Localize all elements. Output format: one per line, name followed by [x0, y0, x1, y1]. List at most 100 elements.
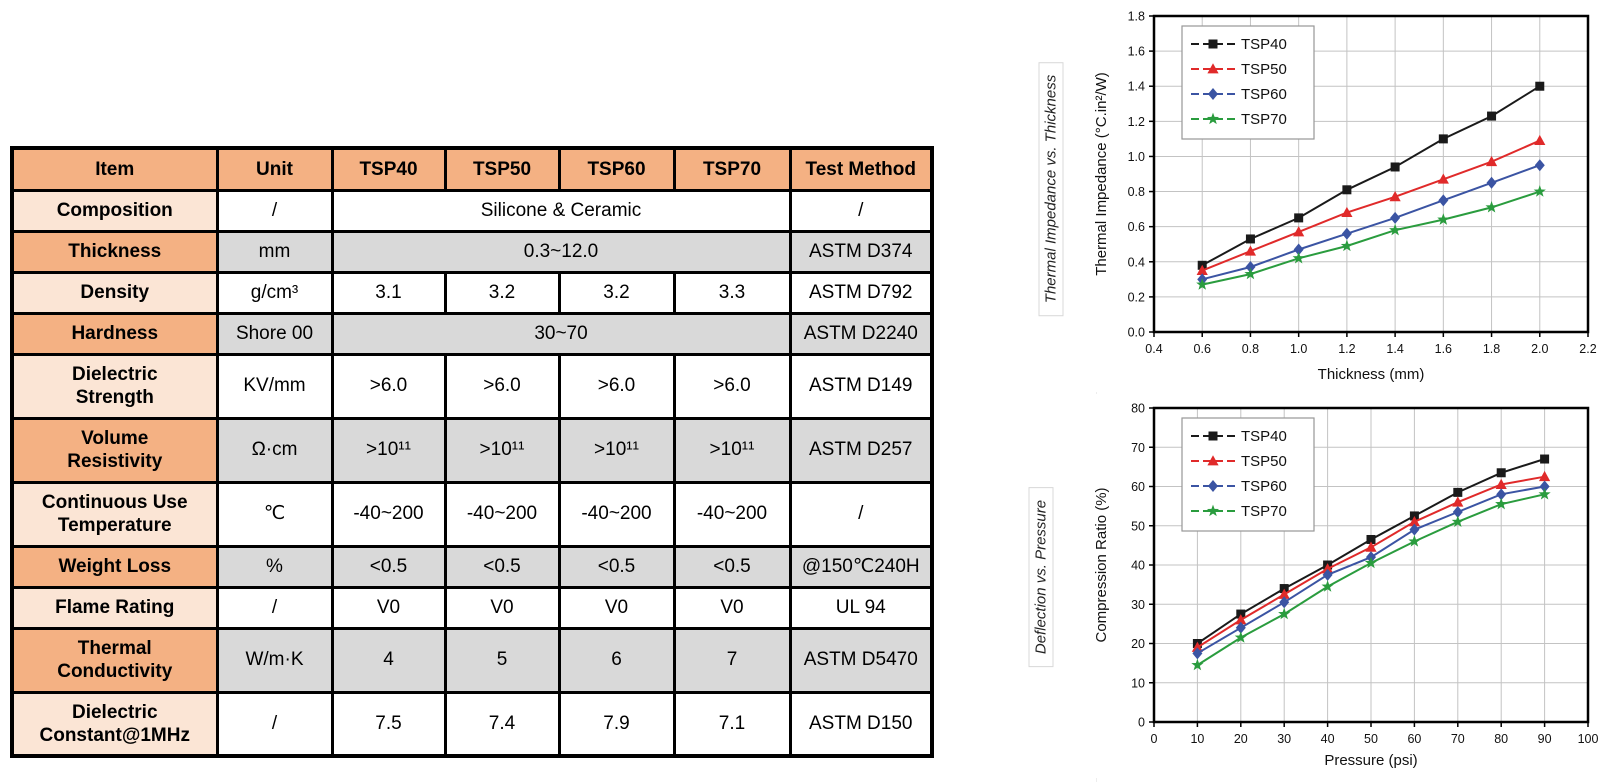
value-cell: 7 — [672, 626, 792, 694]
value-cell: <0.5 — [672, 544, 792, 589]
item-cell: Composition — [10, 188, 219, 233]
series-marker-TSP70 — [1191, 658, 1204, 671]
legend-label-TSP60: TSP60 — [1241, 478, 1287, 495]
side-caption-text: Thermal Impedance vs. Thickness — [1042, 74, 1060, 304]
value-cell: -40~200 — [557, 480, 676, 548]
value-cell: 5 — [443, 626, 561, 694]
unit-cell: mm — [215, 229, 334, 274]
series-marker-TSP70 — [1538, 487, 1551, 500]
series-marker-TSP40 — [1453, 487, 1463, 497]
value-cell: 6 — [557, 626, 676, 694]
x-tick-label: 0 — [1151, 732, 1158, 746]
y-tick-label: 1.4 — [1128, 80, 1145, 94]
series-marker-TSP70 — [1408, 535, 1421, 547]
x-tick-label: 1.4 — [1386, 342, 1403, 356]
y-tick-label: 30 — [1131, 598, 1145, 612]
legend-marker-TSP70 — [1206, 112, 1220, 125]
item-cell: Flame Rating — [10, 585, 219, 630]
x-tick-label: 80 — [1494, 732, 1508, 746]
series-marker-TSP70 — [1244, 267, 1257, 280]
value-cell: 3.1 — [330, 270, 447, 315]
series-marker-TSP60 — [1235, 621, 1246, 634]
unit-cell: W/m·K — [215, 626, 334, 694]
table-row: Dielectric Strength KV/mm >6.0 >6.0 >6.0 >6.0… — [10, 352, 934, 420]
series-marker-TSP70 — [1234, 631, 1247, 643]
table-row: Dielectric Constant@1MHz/7.5 7.4 7.9 7.1 AST… — [10, 690, 934, 758]
column-header-unit: Unit — [215, 146, 334, 192]
value-cell: V0 — [443, 585, 561, 630]
y-tick-label: 0.0 — [1128, 326, 1145, 340]
legend-label-TSP40: TSP40 — [1241, 428, 1287, 445]
series-marker-TSP60 — [1539, 480, 1550, 493]
series-marker-TSP60 — [1390, 211, 1401, 224]
series-marker-TSP50 — [1437, 173, 1449, 184]
value-cell: -40~200 — [330, 480, 447, 548]
x-tick-label: 2.2 — [1579, 342, 1596, 356]
unit-cell: g/cm³ — [215, 270, 334, 315]
series-marker-TSP70 — [1278, 607, 1291, 620]
y-tick-label: 0.6 — [1128, 220, 1145, 234]
table-row: Hardness Shore 00 30~70 ASTM D2240 — [10, 311, 934, 356]
value-cell: -40~200 — [672, 480, 792, 548]
y-tick-label: 0.8 — [1128, 185, 1145, 199]
test-method-cell: / — [788, 480, 934, 548]
y-axis-title: Thermal Impedance (°C.in²/W) — [1093, 72, 1110, 276]
plot-border — [1152, 14, 1590, 334]
column-header-tsp50: TSP50 — [443, 146, 561, 192]
x-tick-label: 1.8 — [1483, 342, 1500, 356]
x-tick-label: 70 — [1451, 732, 1465, 746]
item-cell: Hardness — [10, 311, 219, 356]
x-tick-label: 1.0 — [1290, 342, 1307, 356]
table-row: Volume Resistivity Ω·cm >10¹¹ >10¹¹ >10¹¹ >10… — [10, 416, 934, 484]
test-method-cell: ASTM D792 — [788, 270, 934, 315]
x-tick-label: 60 — [1407, 732, 1421, 746]
series-line-TSP50 — [1201, 139, 1541, 272]
column-header-tsp70: TSP70 — [672, 146, 792, 192]
series-marker-TSP50 — [1196, 264, 1208, 275]
x-tick-label: 100 — [1578, 732, 1599, 746]
y-tick-label: 50 — [1131, 519, 1145, 533]
value-cell: >6.0 — [443, 352, 561, 420]
item-cell: Continuous Use Temperature — [10, 480, 219, 548]
column-header-item: Item — [10, 146, 219, 192]
legend-label-TSP50: TSP50 — [1241, 453, 1287, 470]
x-tick-label: 0.6 — [1194, 342, 1211, 356]
series-marker-TSP50 — [1408, 516, 1420, 527]
legend-label-TSP70: TSP70 — [1241, 111, 1287, 128]
value-cell: <0.5 — [557, 544, 676, 589]
series-marker-TSP50 — [1235, 614, 1247, 625]
unit-cell: ℃ — [215, 480, 334, 548]
value-cell: V0 — [557, 585, 676, 630]
series-marker-TSP70 — [1196, 278, 1209, 290]
series-marker-TSP60 — [1438, 194, 1449, 207]
series-marker-TSP70 — [1437, 213, 1450, 225]
column-header-tsp40: TSP40 — [330, 146, 447, 192]
legend-marker-TSP70 — [1206, 504, 1220, 517]
y-axis-title: Compression Ratio (%) — [1093, 487, 1110, 642]
series-marker-TSP40 — [1279, 584, 1289, 594]
table-row: Thickness mm 0.3~12.0 ASTM D374 — [10, 229, 934, 274]
unit-cell: / — [215, 188, 334, 233]
value-cell: 7.1 — [672, 690, 792, 758]
series-marker-TSP60 — [1534, 159, 1545, 172]
series-marker-TSP70 — [1364, 556, 1378, 569]
series-marker-TSP60 — [1279, 596, 1290, 609]
deflection-chart: 0 10 20 30 40 50 60 70 80 90 100 0 10 20 30 40 50 60 70 80 P… — [1090, 394, 1610, 778]
table-row: Continuous Use Temperature ℃ -40~200 -40~20… — [10, 480, 934, 548]
item-cell: Dielectric Constant@1MHz — [10, 690, 219, 758]
unit-cell: Shore 00 — [215, 311, 334, 356]
series-marker-TSP70 — [1321, 580, 1334, 592]
table-row: Flame Rating / V0 V0 V0 V0 UL 94 — [10, 585, 934, 630]
value-cell: <0.5 — [330, 544, 447, 589]
x-tick-label: 2.0 — [1531, 342, 1548, 356]
series-marker-TSP40 — [1438, 134, 1448, 144]
series-marker-TSP60 — [1245, 261, 1256, 274]
y-tick-label: 0.4 — [1128, 255, 1145, 269]
series-marker-TSP40 — [1409, 511, 1419, 521]
unit-cell: / — [215, 690, 334, 758]
test-method-cell: / — [788, 188, 934, 233]
deflection-side-caption: Deflection vs. Pressure — [1028, 486, 1054, 668]
merged-value-cell: 30~70 — [330, 311, 792, 356]
series-marker-TSP50 — [1278, 588, 1290, 599]
y-tick-label: 10 — [1131, 676, 1145, 690]
